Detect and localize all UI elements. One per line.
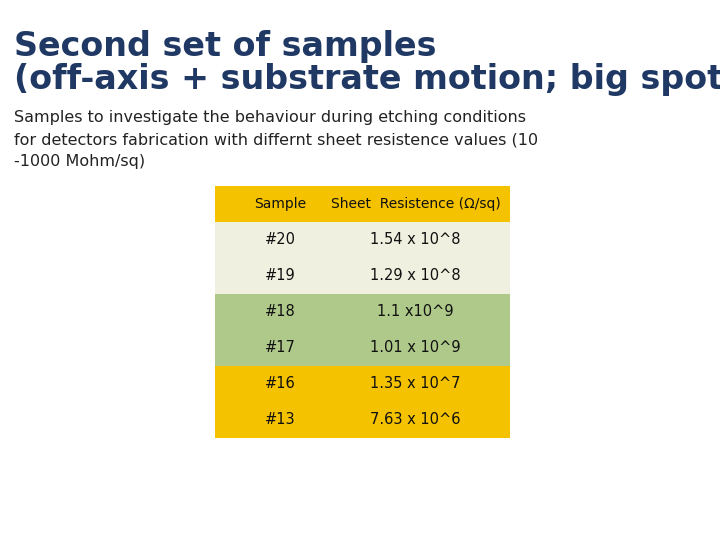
- Text: #13: #13: [264, 413, 295, 428]
- Text: #18: #18: [264, 305, 295, 320]
- Text: 1.29 x 10^8: 1.29 x 10^8: [370, 268, 461, 284]
- FancyBboxPatch shape: [215, 366, 510, 402]
- Text: Sample: Sample: [254, 197, 306, 211]
- Text: 7.63 x 10^6: 7.63 x 10^6: [370, 413, 461, 428]
- Text: #17: #17: [264, 341, 295, 355]
- Text: 1.54 x 10^8: 1.54 x 10^8: [370, 233, 461, 247]
- FancyBboxPatch shape: [215, 402, 510, 438]
- Text: Samples to investigate the behaviour during etching conditions
for detectors fab: Samples to investigate the behaviour dur…: [14, 110, 538, 170]
- Text: (off-axis + substrate motion; big spot area): (off-axis + substrate motion; big spot a…: [14, 63, 720, 96]
- Text: Second set of samples: Second set of samples: [14, 30, 436, 63]
- Text: #19: #19: [264, 268, 295, 284]
- Text: #20: #20: [264, 233, 295, 247]
- Text: 1.01 x 10^9: 1.01 x 10^9: [370, 341, 461, 355]
- FancyBboxPatch shape: [215, 222, 510, 258]
- Text: 1.1 x10^9: 1.1 x10^9: [377, 305, 454, 320]
- Text: #16: #16: [264, 376, 295, 392]
- Text: 1.35 x 10^7: 1.35 x 10^7: [370, 376, 461, 392]
- FancyBboxPatch shape: [215, 294, 510, 330]
- FancyBboxPatch shape: [215, 258, 510, 294]
- Text: Sheet  Resistence (Ω/sq): Sheet Resistence (Ω/sq): [330, 197, 500, 211]
- FancyBboxPatch shape: [215, 330, 510, 366]
- FancyBboxPatch shape: [215, 186, 510, 222]
